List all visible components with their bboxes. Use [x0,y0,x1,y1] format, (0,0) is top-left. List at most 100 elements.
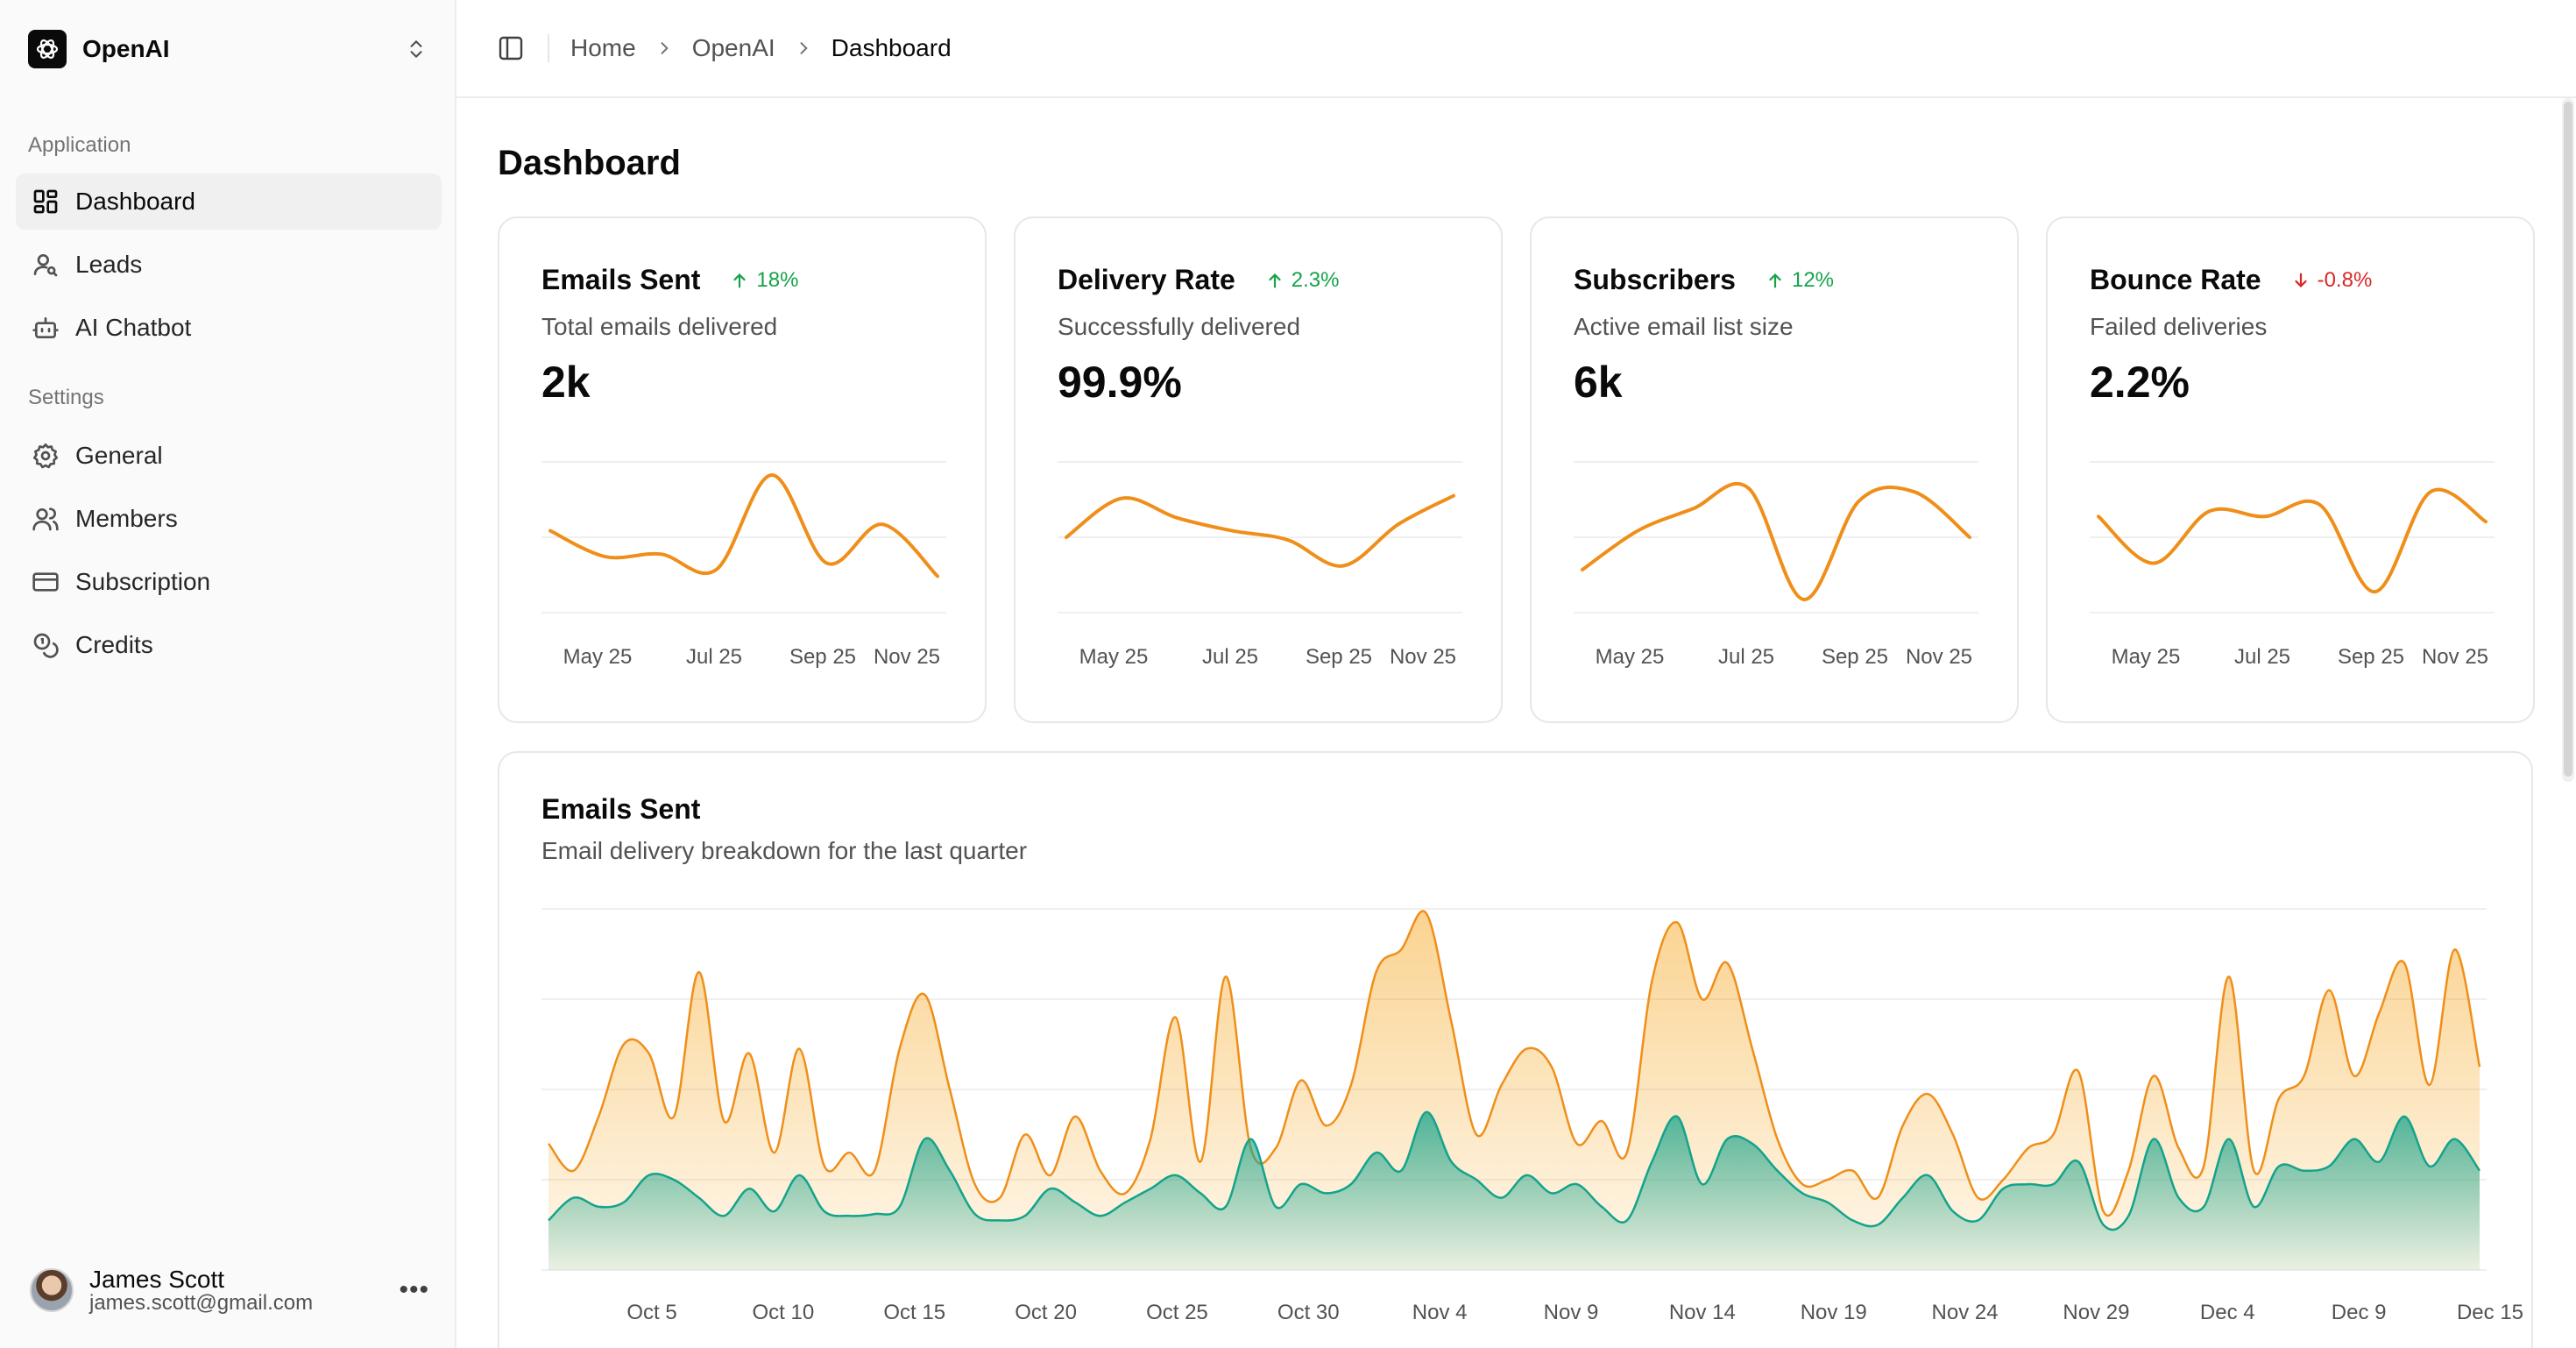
kpi-sparkline: May 25 Jul 25 Sep 25 Nov 25 [541,461,946,669]
kpi-title: Emails Sent [541,264,701,295]
emails-area-chart: Oct 5 Oct 10 Oct 15 Oct 20 Oct 25 Oct 30 Nov 4… [541,908,2523,1324]
kpi-sparkline: May 25 Jul 25 Sep 25 Nov 25 [1574,461,1978,669]
sparkline-series [548,472,939,578]
kpi-delta: 18% [730,268,798,293]
x-tick-label: Dec 15 [2457,1301,2523,1324]
breadcrumb-current: Dashboard [831,34,952,61]
area-series-breakdown [548,1111,2480,1270]
kpi-subtitle: Total emails delivered [541,313,778,340]
kpi-value: 2k [541,358,591,407]
chevron-up-down-icon[interactable] [405,38,428,60]
breadcrumb-openai[interactable]: OpenAI [691,34,775,61]
section-label-settings: Settings [28,386,104,409]
openai-logo-icon [28,30,67,68]
sidebar-item-label: Leads [75,251,143,278]
kpi-title: Subscribers [1574,264,1736,295]
scroll-thumb[interactable] [2564,102,2572,777]
user-email: james.scott@gmail.com [89,1291,314,1316]
gear-icon [33,443,58,469]
sidebar-item-subscription[interactable]: Subscription [16,554,442,610]
sidebar-item-ai-chatbot[interactable]: AI Chatbot [16,300,442,356]
line-series-breakdown [548,1110,2481,1231]
kpi-delta: 2.3% [1265,267,1340,293]
x-tick-label: May 25 [1596,645,1665,669]
topbar: Home OpenAI Dashboard [456,0,2576,98]
kpi-value: 6k [1574,358,1623,407]
sparkline-series [2097,487,2488,594]
x-tick-label: Dec 4 [2200,1301,2255,1324]
arrow-down-icon [2294,273,2307,287]
user-name: James Scott [89,1265,225,1293]
sidebar-item-label: Dashboard [75,188,195,215]
x-tick-label: May 25 [2112,645,2181,669]
x-tick-label: May 25 [1079,645,1149,669]
x-tick-label: Sep 25 [789,645,856,669]
org-switcher[interactable]: OpenAI [28,28,431,70]
main-content: Home OpenAI Dashboard Dashboard Emails S… [456,0,2576,1348]
topbar-divider [548,34,549,62]
kpi-delta: 12% [1766,268,1834,293]
x-tick-label: Oct 10 [753,1301,815,1324]
sidebar: OpenAI Application Dashboard Leads [0,0,456,1348]
more-icon[interactable]: ••• [399,1275,429,1304]
kpi-value: 2.2% [2090,358,2190,407]
user-menu[interactable]: James Scott james.scott@gmail.com ••• [30,1266,429,1315]
breadcrumb-home[interactable]: Home [570,34,636,61]
sidebar-item-leads[interactable]: Leads [16,237,442,293]
x-tick-label: Oct 30 [1277,1301,1340,1324]
coins-icon [33,633,59,658]
x-tick-label: Dec 9 [2332,1301,2387,1324]
kpi-subtitle: Failed deliveries [2090,313,2268,340]
x-tick-label: Oct 25 [1146,1301,1208,1324]
x-tick-label: Nov 25 [874,645,940,669]
x-tick-label: Nov 29 [2063,1301,2129,1324]
sidebar-item-label: Members [75,505,178,532]
x-tick-label: Nov 9 [1544,1301,1599,1324]
arrow-up-icon [1769,273,1781,287]
scrollbar[interactable] [2562,98,2574,782]
kpi-delta-value: -0.8% [2317,267,2373,292]
kpi-card-bounce-rate: Bounce Rate -0.8% Failed deliveries 2.2%… [2046,216,2535,723]
x-tick-label: Nov 25 [2422,645,2488,669]
kpi-sparkline: May 25 Jul 25 Sep 25 Nov 25 [1058,461,1462,669]
section-label-application: Application [28,133,131,157]
sidebar-item-dashboard[interactable]: Dashboard [16,174,442,230]
sidebar-item-label: Subscription [75,568,211,595]
kpi-value: 99.9% [1058,358,1182,407]
kpi-card-subscribers: Subscribers 12% Active email list size 6… [1530,216,2019,723]
sidebar-item-label: General [75,442,163,469]
x-tick-label: Nov 25 [1906,645,1972,669]
kpi-delta-value: 12% [1791,267,1835,292]
kpi-title: Bounce Rate [2090,264,2261,295]
sidebar-item-members[interactable]: Members [16,491,442,547]
user-search-icon [33,254,58,277]
kpi-card-delivery-rate: Delivery Rate 2.3% Successfully delivere… [1014,216,1503,723]
area-series-total [548,911,2480,1270]
chart-subtitle: Email delivery breakdown for the last qu… [541,837,1028,864]
kpi-delta-value: 2.3% [1291,267,1340,292]
sparkline-series [1065,493,1455,568]
users-icon [32,507,59,531]
kpi-card-emails-sent: Emails Sent 18% Total emails delivered 2… [498,216,987,723]
x-tick-label: Oct 20 [1015,1301,1077,1324]
kpi-delta: -0.8% [2291,267,2373,293]
x-tick-label: Nov 25 [1390,645,1456,669]
arrow-up-icon [1269,273,1281,287]
chart-title: Emails Sent [541,793,701,825]
org-name: OpenAI [82,35,170,62]
credit-card-icon [32,572,59,592]
arrow-up-icon [733,273,747,287]
x-tick-label: Sep 25 [1822,645,1888,669]
page-title: Dashboard [498,144,681,182]
x-tick-label: Nov 19 [1801,1301,1867,1324]
sidebar-item-label: AI Chatbot [75,314,192,341]
kpi-subtitle: Active email list size [1574,313,1794,340]
kpi-subtitle: Successfully delivered [1058,313,1301,340]
chevron-right-icon [655,39,673,57]
sidebar-toggle-icon[interactable] [497,34,525,62]
x-tick-label: Sep 25 [2338,645,2404,669]
sidebar-item-credits[interactable]: Credits [16,617,442,673]
x-tick-label: Jul 25 [2234,645,2290,669]
sidebar-item-general[interactable]: General [16,428,442,484]
x-tick-label: Oct 15 [883,1301,945,1324]
